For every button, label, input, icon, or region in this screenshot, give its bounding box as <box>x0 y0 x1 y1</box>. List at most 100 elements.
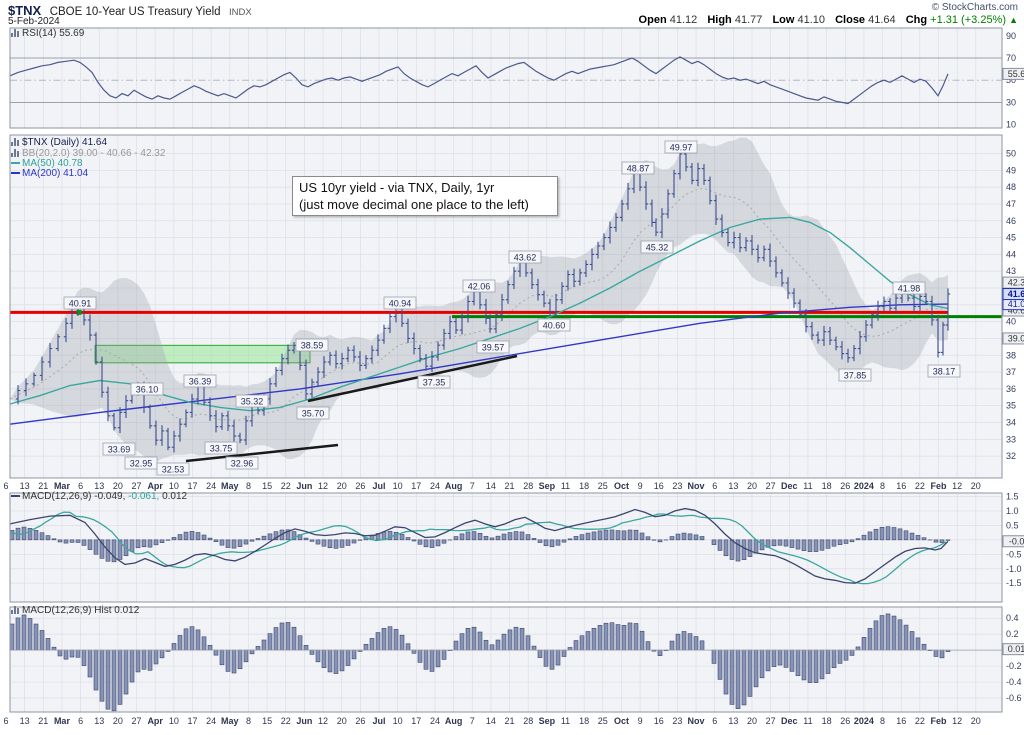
svg-text:49.97: 49.97 <box>670 143 693 153</box>
svg-text:Dec: Dec <box>781 716 798 726</box>
price-label <box>383 296 417 310</box>
svg-text:33.75: 33.75 <box>210 444 233 454</box>
svg-text:6: 6 <box>78 716 83 726</box>
axis-value-box <box>1002 288 1024 301</box>
svg-text:90: 90 <box>1006 31 1016 41</box>
price-label <box>476 340 510 354</box>
svg-text:0.4: 0.4 <box>1006 613 1019 623</box>
svg-text:6: 6 <box>78 481 83 491</box>
symbol-name: CBOE 10-Year US Treasury Yield <box>49 6 221 18</box>
svg-text:44: 44 <box>1006 249 1016 259</box>
price-label <box>462 279 496 293</box>
svg-text:21: 21 <box>505 481 515 491</box>
svg-text:12: 12 <box>952 716 962 726</box>
svg-text:42.06: 42.06 <box>468 282 491 292</box>
axis-value-box <box>1002 535 1024 548</box>
svg-text:30: 30 <box>1006 97 1016 107</box>
svg-text:28: 28 <box>523 716 533 726</box>
price-label <box>225 456 259 470</box>
svg-text:13: 13 <box>94 716 104 726</box>
svg-text:26: 26 <box>840 481 850 491</box>
svg-text:47: 47 <box>1006 199 1016 209</box>
svg-text:10: 10 <box>393 481 403 491</box>
macd-legend: MACD(12,26,9) -0.049, -0.061, 0.012 <box>11 492 187 502</box>
svg-text:40: 40 <box>1006 317 1016 327</box>
svg-text:24: 24 <box>430 716 440 726</box>
svg-text:0.012: 0.012 <box>1008 644 1024 654</box>
svg-text:17: 17 <box>411 481 421 491</box>
svg-text:13: 13 <box>94 481 104 491</box>
svg-text:55.69: 55.69 <box>1008 69 1024 79</box>
svg-text:Nov: Nov <box>688 481 705 491</box>
svg-text:25: 25 <box>598 716 608 726</box>
svg-text:22: 22 <box>281 481 291 491</box>
svg-text:-0.049: -0.049 <box>1009 536 1024 546</box>
support-zone <box>94 344 311 364</box>
macd-hist-value: 0.012 <box>162 491 188 502</box>
svg-text:18: 18 <box>822 716 832 726</box>
svg-text:13: 13 <box>728 716 738 726</box>
svg-text:May: May <box>221 716 239 726</box>
rsi-legend: RSI(14) 55.69 <box>11 29 84 39</box>
svg-text:43: 43 <box>1006 266 1016 276</box>
svg-text:Apr: Apr <box>147 716 163 726</box>
svg-text:26: 26 <box>840 716 850 726</box>
price-label <box>235 394 269 408</box>
svg-text:12: 12 <box>318 481 328 491</box>
svg-text:14: 14 <box>486 716 496 726</box>
note-line1: US 10yr yield - via TNX, Daily, 1yr <box>299 180 495 195</box>
svg-text:Sep: Sep <box>539 716 556 726</box>
svg-text:2024: 2024 <box>854 716 874 726</box>
price-legend: $TNX (Daily) 41.64 <box>11 138 107 148</box>
svg-text:-0.4: -0.4 <box>1006 677 1022 687</box>
svg-text:Jun: Jun <box>296 716 312 726</box>
svg-text:32.95: 32.95 <box>130 459 153 469</box>
svg-text:18: 18 <box>822 481 832 491</box>
symbol: $TNX <box>8 3 42 18</box>
svg-text:32: 32 <box>1006 451 1016 461</box>
close-value: 41.64 <box>868 14 896 26</box>
svg-text:50: 50 <box>1006 148 1016 158</box>
svg-text:8: 8 <box>246 481 251 491</box>
svg-text:Dec: Dec <box>781 481 798 491</box>
svg-text:42.32: 42.32 <box>1008 278 1024 288</box>
price-label <box>537 318 571 332</box>
svg-text:16: 16 <box>654 716 664 726</box>
svg-text:37.85: 37.85 <box>844 371 867 381</box>
ma200-line-icon <box>11 172 20 175</box>
svg-text:21: 21 <box>38 481 48 491</box>
svg-text:11: 11 <box>803 716 812 726</box>
price-label <box>640 240 674 254</box>
ma50-legend: MA(50) 40.78 <box>11 159 83 169</box>
svg-text:21: 21 <box>38 716 48 726</box>
svg-text:37: 37 <box>1006 367 1016 377</box>
svg-text:12: 12 <box>318 716 328 726</box>
rsi-panel <box>10 28 1002 128</box>
svg-text:8: 8 <box>880 481 885 491</box>
svg-text:45.32: 45.32 <box>646 243 669 253</box>
svg-text:40.91: 40.91 <box>69 299 92 309</box>
price-label <box>927 364 961 378</box>
chg-value: +1.31 (+3.25%) <box>930 14 1007 26</box>
svg-text:Mar: Mar <box>54 481 71 491</box>
svg-text:14: 14 <box>486 481 496 491</box>
svg-text:36.39: 36.39 <box>189 377 212 387</box>
svg-text:9: 9 <box>638 481 643 491</box>
hist-legend: MACD(12,26,9) Hist 0.012 <box>11 606 139 616</box>
svg-text:45: 45 <box>1006 233 1016 243</box>
svg-text:32.53: 32.53 <box>162 465 185 475</box>
svg-text:36.10: 36.10 <box>136 385 159 395</box>
svg-text:40.66: 40.66 <box>1008 306 1024 316</box>
axis-value-box <box>1002 67 1024 80</box>
line-anchor-marker <box>76 309 82 315</box>
svg-text:24: 24 <box>206 481 216 491</box>
svg-text:41.64: 41.64 <box>1008 289 1024 299</box>
price-label <box>892 281 926 295</box>
close-label: Close <box>835 14 866 26</box>
svg-text:0.2: 0.2 <box>1006 629 1019 639</box>
bb-legend: BB(20,2.0) 39.00 - 40.66 - 42.32 <box>11 149 165 159</box>
svg-text:May: May <box>221 481 239 491</box>
svg-text:35.70: 35.70 <box>302 409 325 419</box>
svg-text:43.62: 43.62 <box>514 253 537 263</box>
